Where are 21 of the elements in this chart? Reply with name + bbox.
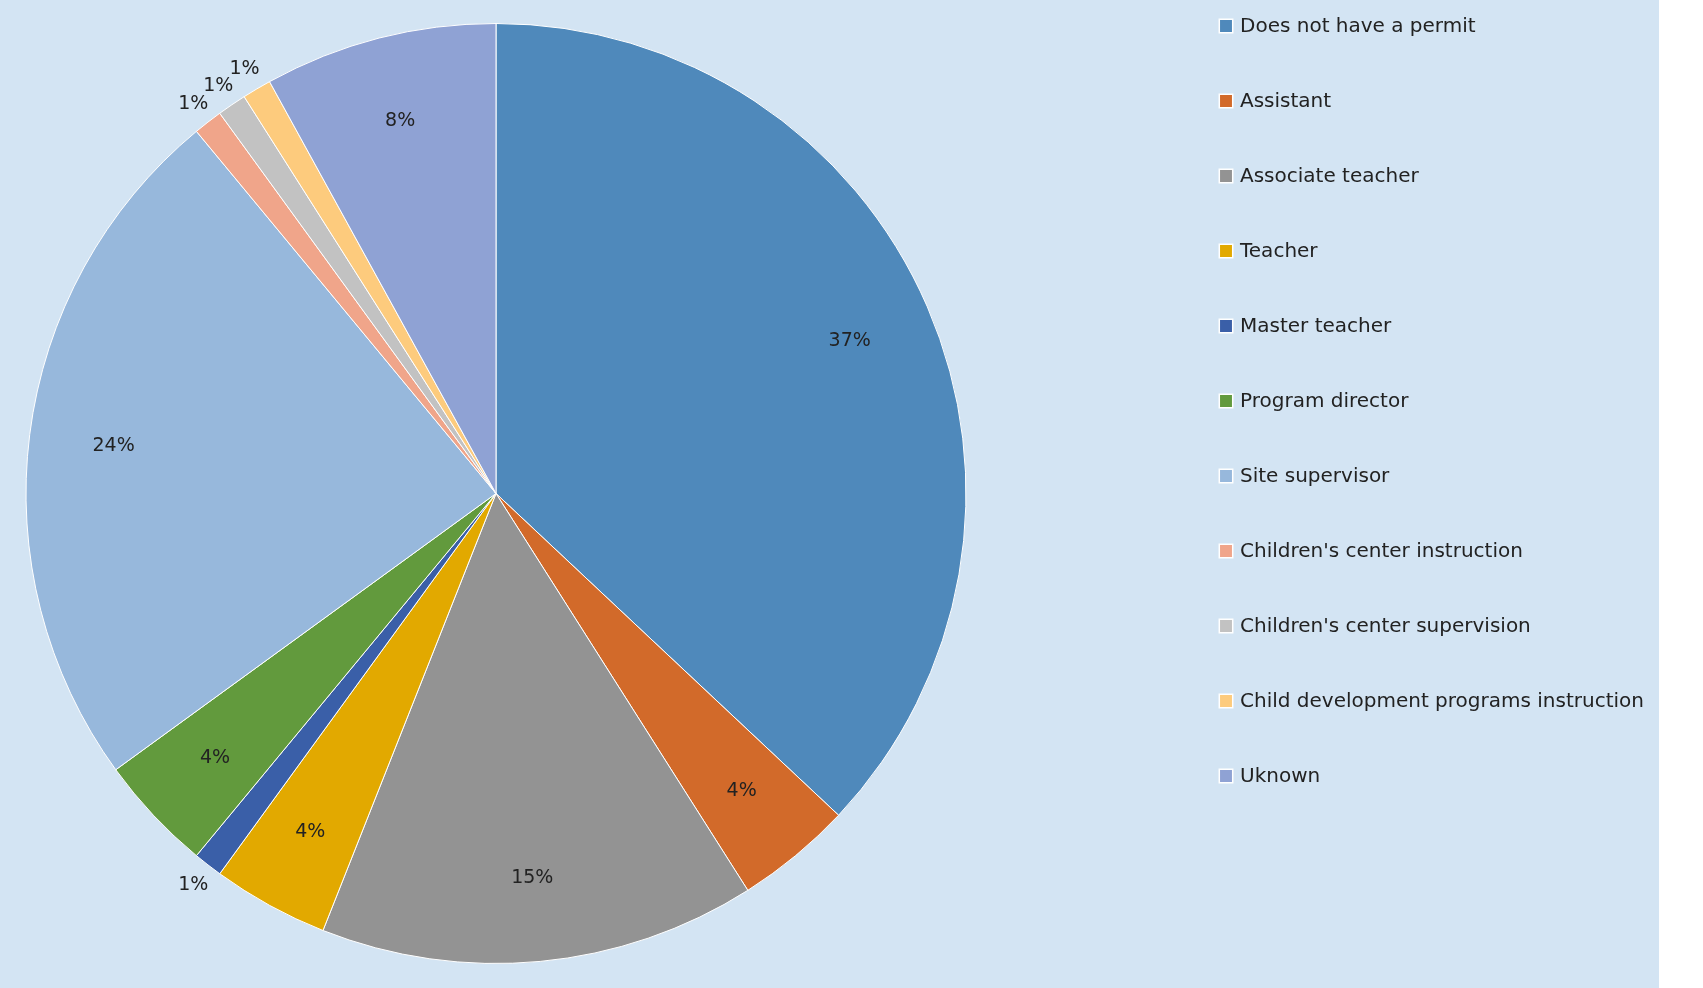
legend-label: Children's center supervision — [1240, 613, 1531, 637]
legend-label: Program director — [1240, 388, 1410, 412]
legend-label: Assistant — [1240, 88, 1332, 112]
legend-label: Teacher — [1239, 238, 1319, 262]
data-label: 1% — [178, 871, 209, 894]
legend-label: Associate teacher — [1240, 163, 1420, 187]
data-label: 4% — [726, 778, 757, 801]
data-label: 4% — [199, 745, 231, 768]
data-label: 37% — [828, 328, 871, 351]
data-label: 1% — [178, 91, 209, 114]
legend-label: Master teacher — [1240, 313, 1393, 337]
data-label: 24% — [92, 433, 135, 456]
legend-label: Does not have a permit — [1240, 13, 1476, 37]
data-label: 8% — [385, 108, 416, 131]
legend-label: Uknown — [1240, 763, 1321, 787]
legend-label: Site supervisor — [1240, 463, 1391, 487]
data-label: 1% — [229, 56, 260, 79]
legend-label: Child development programs instruction — [1240, 688, 1644, 712]
legend-label: Children's center instruction — [1240, 538, 1523, 562]
data-label: 4% — [295, 819, 326, 842]
data-label: 15% — [511, 865, 554, 888]
